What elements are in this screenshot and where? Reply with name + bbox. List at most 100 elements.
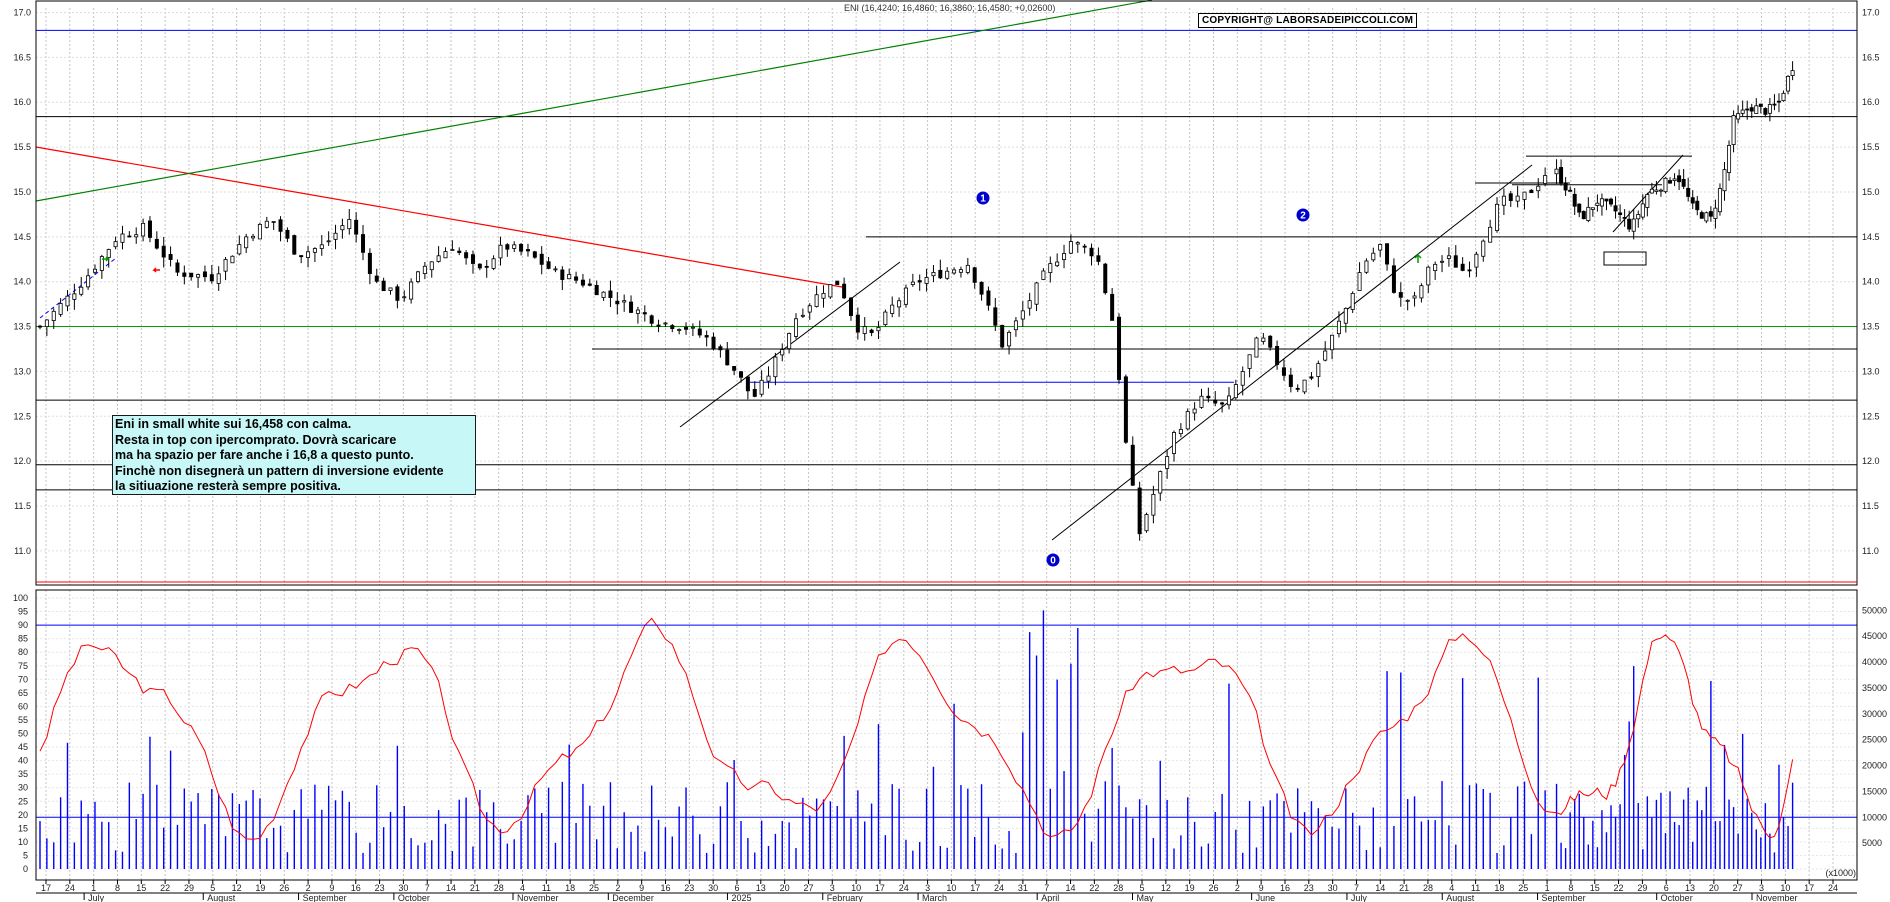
candle [1481,240,1486,257]
candle [51,310,56,321]
candle [704,335,709,338]
day-tick-label: 11 [1471,883,1480,893]
day-tick-label: 30 [1328,883,1338,893]
candle [429,261,434,271]
candle [278,219,283,232]
day-tick-label: 12 [232,883,242,893]
oscillator-tick-label: 85 [18,634,28,644]
note-line: la sitiuazione resterà sempre positiva. [115,479,341,494]
candle [1041,270,1046,280]
price-tick-label-left: 12.5 [13,411,31,421]
candle [532,251,537,258]
candle [1213,399,1218,404]
candle [1137,487,1142,535]
candle [835,280,840,286]
day-tick-label: 11 [542,883,551,893]
oscillator-tick-label: 80 [18,647,28,657]
candle [718,346,723,351]
day-tick-label: 15 [136,883,146,893]
volume-tick-label: 20000 [1862,761,1887,771]
day-tick-label: 7 [1044,883,1049,893]
day-tick-label: 24 [65,883,75,893]
candle [917,280,922,283]
candle [340,225,345,231]
day-tick-label: 16 [1280,883,1290,893]
month-label: September [303,893,347,902]
candle [292,235,297,255]
volume-tick-label: 30000 [1862,709,1887,719]
candle [1763,108,1768,115]
day-tick-label: 14 [1375,883,1385,893]
day-tick-label: 17 [1804,883,1814,893]
candle [1233,384,1238,399]
candle [1668,180,1673,184]
candle [1068,241,1073,254]
candle [711,336,716,349]
volume-tick-label: 45000 [1862,631,1887,641]
candle [1731,115,1736,146]
candle [972,267,977,283]
candle [1699,212,1704,219]
candle [1254,337,1259,358]
candle [58,303,63,315]
candle [436,255,441,262]
candle [1581,211,1586,220]
day-tick-label: 25 [1518,883,1528,893]
candle [1440,260,1445,263]
candle [1559,167,1564,184]
candle [1096,255,1101,262]
note-line: Finchè non disegnerà un pattern di inver… [115,463,444,478]
oscillator-tick-label: 30 [18,783,28,793]
candle [594,285,599,296]
day-tick-label: 25 [589,883,599,893]
price-tick-label-right: 14.5 [1862,232,1880,242]
day-tick-label: 2 [306,883,311,893]
candle [1599,198,1604,207]
candle [1604,198,1609,202]
candle [422,265,427,275]
day-tick-label: 9 [329,883,334,893]
month-label: December [612,893,654,902]
candle [1089,247,1094,257]
candle [690,326,695,329]
candle [1240,371,1245,386]
day-tick-label: 1 [91,883,96,893]
volume-tick-label: 10000 [1862,812,1887,822]
candle [567,274,572,280]
candle [1330,334,1335,351]
uptrend-line [1051,164,1533,541]
candle [464,252,469,259]
candle [986,290,991,306]
candle [1586,206,1591,221]
candle [1727,145,1732,173]
price-tick-label-right: 15.0 [1862,187,1880,197]
green-trendline [35,0,1153,202]
month-label: 2025 [731,893,751,902]
candle [945,270,950,279]
candle [388,287,393,291]
day-tick-label: 24 [899,883,909,893]
candle [65,295,70,307]
candle [498,244,503,259]
candle [1226,395,1231,406]
candle [1110,293,1115,321]
candle [1645,194,1650,208]
candle [512,244,517,249]
oscillator-tick-label: 100 [13,593,28,603]
candle [1736,113,1741,120]
candle [1082,245,1087,248]
candle [79,286,84,295]
candle [642,312,647,315]
candle [251,235,256,239]
candle [897,300,902,308]
target-box [1603,251,1647,266]
candle [1302,379,1307,393]
day-tick-label: 4 [520,883,525,893]
candle [361,234,366,253]
candle [1000,324,1005,348]
day-tick-label: 21 [470,883,480,893]
candle [1631,218,1636,232]
candle [1117,316,1122,380]
day-tick-label: 29 [1637,883,1647,893]
candle [1717,188,1722,213]
